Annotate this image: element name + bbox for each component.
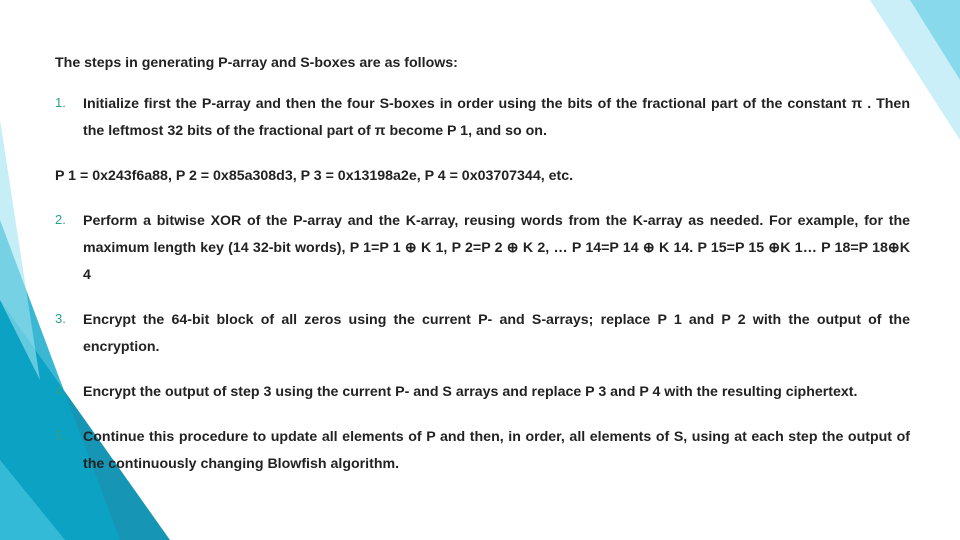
step-4: Encrypt the output of step 3 using the c… — [55, 379, 910, 406]
intro-text: The steps in generating P-array and S-bo… — [55, 55, 910, 71]
content-area: The steps in generating P-array and S-bo… — [55, 55, 910, 496]
steps-list-cont: Perform a bitwise XOR of the P-array and… — [55, 208, 910, 478]
pi-values-paragraph: P 1 = 0x243f6a88, P 2 = 0x85a308d3, P 3 … — [55, 163, 910, 190]
step-5: Continue this procedure to update all el… — [55, 424, 910, 478]
step-1: Initialize first the P-array and then th… — [55, 91, 910, 145]
steps-list: Initialize first the P-array and then th… — [55, 91, 910, 145]
step-2: Perform a bitwise XOR of the P-array and… — [55, 208, 910, 289]
step-3: Encrypt the 64-bit block of all zeros us… — [55, 307, 910, 361]
slide: The steps in generating P-array and S-bo… — [0, 0, 960, 540]
